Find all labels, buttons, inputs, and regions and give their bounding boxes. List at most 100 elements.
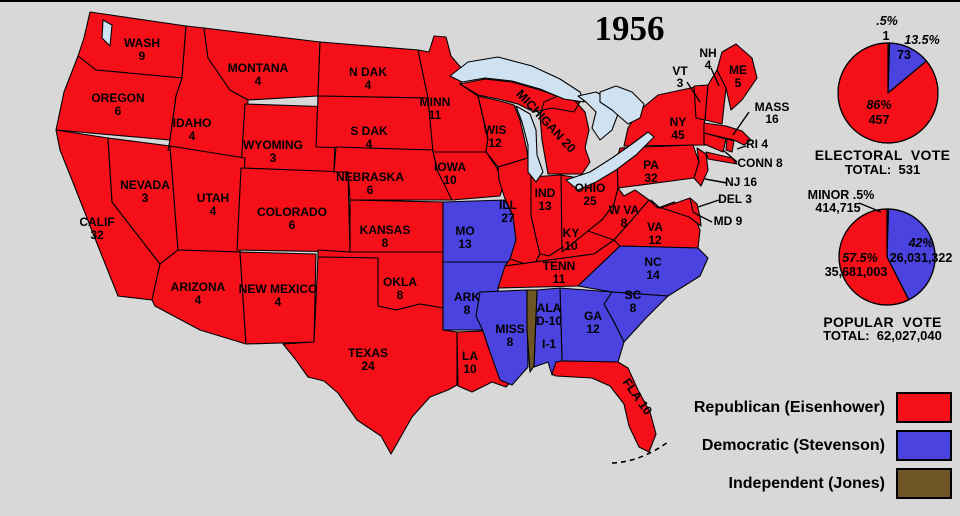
legend-swatch-democratic <box>896 430 952 461</box>
electoral-vote-title: ELECTORAL VOTE <box>814 147 951 163</box>
electoral-vote-label: 1 <box>883 29 890 43</box>
electoral-vote-label: 13.5% <box>904 33 939 47</box>
state-label-id: IDAHO 4 <box>173 116 212 143</box>
callout-line <box>710 67 720 87</box>
state-label-wv: W VA 8 <box>609 203 640 230</box>
puget-sound-inlet <box>101 19 113 47</box>
electoral-vote-label: 457 <box>869 113 890 127</box>
state-wisconsin <box>477 95 529 168</box>
popular-vote-label: 57.5% <box>842 251 877 265</box>
callout-line <box>704 178 728 184</box>
state-label-ms: MISS 8 <box>495 322 524 349</box>
state-label-ca: CALIF 32 <box>79 215 114 242</box>
popular-vote-rim <box>838 208 936 306</box>
legend-row-democratic: Democratic (Stevenson) <box>600 429 952 462</box>
legend-label-independent: Independent (Jones) <box>728 474 885 492</box>
state-label-de: DEL 3 <box>718 192 752 206</box>
electoral-vote-total: TOTAL: 531 <box>844 162 921 177</box>
electoral-vote-label: 73 <box>897 48 911 62</box>
popular-vote-label: MINOR .5% <box>808 188 875 202</box>
legend-row-republican: Republican (Eisenhower) <box>600 391 952 424</box>
great-lakes-layer <box>101 19 655 191</box>
state-florida <box>551 360 657 453</box>
state-label-la: LA 10 <box>462 349 478 376</box>
state-label-al: ALA D-10 I-1 <box>536 301 562 351</box>
pie-charts-layer: .5%1 13.5%73 86%457 MINOR .5%414,715 42%26,0… <box>808 14 953 306</box>
popular-vote-label: 26,031,322 <box>890 251 953 265</box>
state-label-nm: NEW MEXICO 4 <box>239 282 318 309</box>
popular-vote-title: POPULAR VOTE <box>823 314 942 330</box>
lake-erie <box>565 131 655 191</box>
state-label-ks: KANSAS 8 <box>360 223 411 250</box>
state-label-nd: N DAK 4 <box>349 65 387 92</box>
state-label-or: OREGON 6 <box>91 91 144 118</box>
state-label-nv: NEVADA 3 <box>120 178 170 205</box>
legend-swatch-independent <box>896 468 952 499</box>
callout-line <box>736 145 747 150</box>
state-label-sd: S DAK 4 <box>350 124 388 151</box>
state-label-nc: NC 14 <box>644 255 662 282</box>
state-label-vt: VT 3 <box>672 64 688 90</box>
state-label-mn: MINN 11 <box>420 95 451 122</box>
popular-vote-label: 35,681,003 <box>825 265 888 279</box>
state-label-il: ILL 27 <box>499 198 517 225</box>
lake-superior <box>449 56 585 103</box>
legend-row-independent: Independent (Jones) <box>600 467 952 500</box>
state-label-ok: OKLA 8 <box>383 275 417 302</box>
florida-keys-dashed-line <box>611 441 669 464</box>
state-label-wa: WASH 9 <box>124 36 160 63</box>
state-label-va: VA 12 <box>647 220 663 247</box>
popular-vote-pointer-line <box>858 202 882 213</box>
state-label-mt: MONTANA 4 <box>228 61 289 88</box>
state-label-me: ME 5 <box>729 63 747 90</box>
state-label-sc: SC 8 <box>625 288 642 315</box>
electoral-vote-label: .5% <box>876 14 898 28</box>
callout-lines-layer <box>686 67 750 223</box>
state-north-carolina <box>577 245 709 297</box>
state-label-co: COLORADO 6 <box>257 205 327 232</box>
lake-michigan <box>515 105 544 183</box>
state-label-tn: TENN 11 <box>543 259 576 286</box>
state-label-mo: MO 13 <box>455 224 474 251</box>
state-label-az: ARIZONA 4 <box>171 280 226 307</box>
callout-line <box>732 111 750 136</box>
popular-vote-label: 414,715 <box>815 201 860 215</box>
lake-ontario <box>599 85 645 125</box>
state-label-md: MD 9 <box>714 214 743 228</box>
state-label-ri: RI 4 <box>746 137 768 151</box>
state-label-ct: CONN 8 <box>737 156 783 170</box>
legend-swatch-republican <box>896 392 952 423</box>
state-label-tx: TEXAS 24 <box>348 346 388 373</box>
state-label-ut: UTAH 4 <box>197 191 229 218</box>
callout-line <box>722 149 738 163</box>
page-title: 1956 <box>594 9 665 48</box>
state-connecticut <box>703 132 727 153</box>
state-label-in: IND 13 <box>535 186 556 213</box>
state-south-dakota <box>315 95 434 151</box>
popular-vote-label: 42% <box>907 236 933 250</box>
state-label-ne: NEBRASKA 6 <box>336 170 404 197</box>
state-rhode-island <box>725 138 735 153</box>
state-label-nh: NH 4 <box>699 46 716 72</box>
callout-line <box>697 199 720 208</box>
state-new-jersey <box>693 147 709 187</box>
state-label-ia: IOWA 10 <box>434 160 466 187</box>
electoral-vote-rim <box>837 42 939 144</box>
legend-label-democratic: Democratic (Stevenson) <box>701 436 885 454</box>
legend-label-republican: Republican (Eisenhower) <box>693 398 885 416</box>
state-label-wi: WIS 12 <box>484 123 507 150</box>
state-label-ma: MASS 16 <box>755 100 790 126</box>
popular-vote-total: TOTAL: 62,027,040 <box>823 328 942 343</box>
state-new-hampshire <box>704 69 727 125</box>
callout-line <box>695 213 713 223</box>
state-label-oh: OHIO 25 <box>575 181 606 208</box>
state-label-ky: KY 10 <box>563 226 580 253</box>
callout-line <box>686 81 701 103</box>
state-label-wy: WYOMING 3 <box>243 138 303 165</box>
state-label-pa: PA 32 <box>643 158 659 185</box>
alabama-independent-strip <box>526 289 538 373</box>
electoral-vote-label: 86% <box>866 98 891 112</box>
